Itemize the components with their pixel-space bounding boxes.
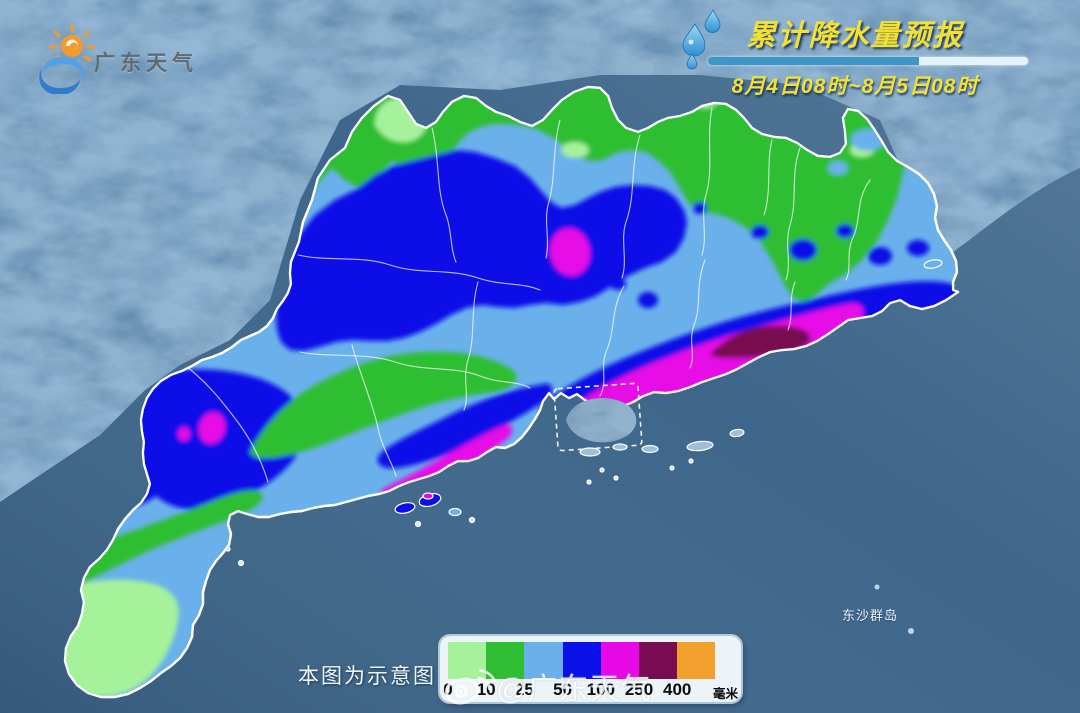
legend-swatch xyxy=(562,642,601,679)
legend-threshold: 25 xyxy=(514,680,534,699)
legend-threshold: 50 xyxy=(553,680,573,699)
city-boundaries xyxy=(185,107,871,483)
legend-swatch xyxy=(486,642,525,679)
header: 累计降水量预报 8月4日08时~8月5日08时 xyxy=(700,12,1028,100)
legend-swatch xyxy=(638,642,678,679)
legend-swatch xyxy=(448,642,487,679)
page-title: 累计降水量预报 xyxy=(746,20,964,52)
legend-swatch xyxy=(600,642,639,679)
brand-name: 广东天气 xyxy=(94,52,198,75)
legend-threshold: 10 xyxy=(476,680,496,699)
hongkong-terrain xyxy=(566,398,637,443)
province-outline xyxy=(63,85,960,699)
title-separator-fill xyxy=(708,57,920,65)
rain-band-central-blue xyxy=(276,150,687,351)
guangdong-weather-logo-icon xyxy=(39,24,96,94)
legend-unit: 毫米 xyxy=(712,687,738,701)
legend-swatches xyxy=(448,642,716,679)
precipitation-legend: 0 10 25 50 100 250 400 毫米 xyxy=(440,636,741,702)
legend-swatch xyxy=(677,642,716,679)
legend-swatch xyxy=(524,642,563,679)
hongkong-dashed-box xyxy=(553,382,643,452)
schematic-note: 本图为示意图 xyxy=(298,665,436,688)
legend-threshold: 250 xyxy=(624,680,654,699)
dongsha-islets xyxy=(874,584,914,634)
rain-blob-magenta-central xyxy=(549,228,591,276)
title-separator xyxy=(708,57,1028,65)
watermark: @广东天气 xyxy=(444,664,651,708)
dongsha-label: 东沙群岛 xyxy=(842,608,899,623)
watermark-text: @广东天气 xyxy=(496,673,652,706)
legend-threshold: 400 xyxy=(663,680,692,699)
legend-threshold: 100 xyxy=(586,680,615,699)
terrain-outside xyxy=(0,0,1080,502)
rain-band-central-green xyxy=(250,351,517,459)
forecast-period: 8月4日08时~8月5日08时 xyxy=(731,75,979,98)
raindrops-icon xyxy=(682,9,721,70)
islands xyxy=(225,259,943,567)
weibo-icon xyxy=(445,669,496,705)
